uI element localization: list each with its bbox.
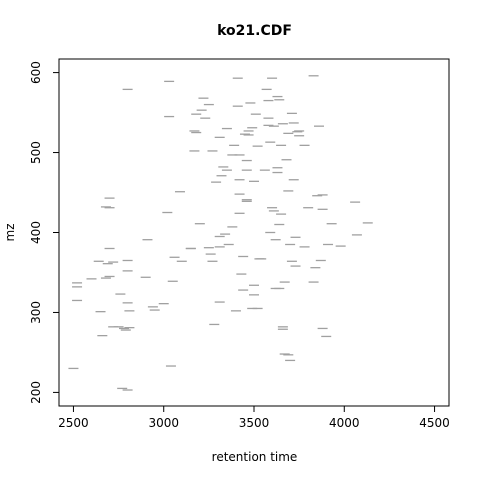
y-tick-label: 600	[29, 61, 43, 84]
y-tick-label: 300	[29, 301, 43, 324]
data-points	[68, 75, 373, 391]
y-axis-label: mz	[3, 224, 17, 242]
y-axis: 200 300 400 500 600	[29, 61, 59, 404]
chart-title: ko21.CDF	[217, 23, 292, 39]
x-tick-label: 3500	[239, 416, 270, 430]
x-tick-label: 2500	[58, 416, 89, 430]
y-tick-label: 200	[29, 381, 43, 404]
x-axis: 2500 3000 3500 4000 4500	[58, 406, 450, 430]
plot-frame	[58, 58, 450, 407]
x-tick-label: 4500	[419, 416, 450, 430]
x-tick-label: 4000	[329, 416, 360, 430]
y-tick-label: 500	[29, 141, 43, 164]
x-tick-label: 3000	[148, 416, 179, 430]
x-axis-label: retention time	[212, 450, 298, 464]
y-tick-label: 400	[29, 221, 43, 244]
